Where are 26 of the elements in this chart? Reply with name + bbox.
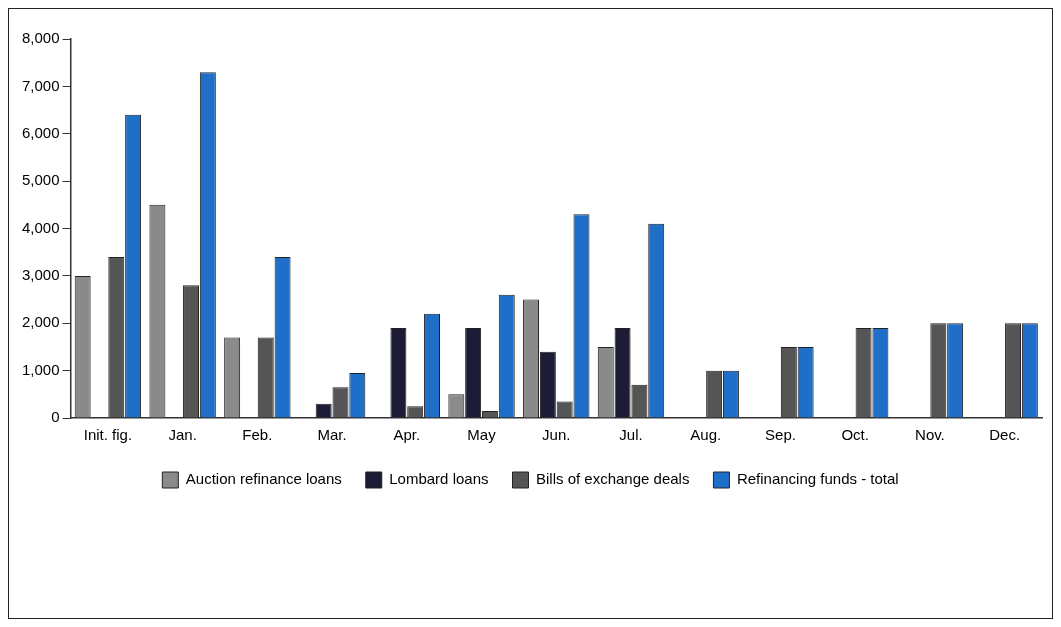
y-tick-label: 8,000 xyxy=(21,29,60,47)
x-tick-label: Jul. xyxy=(619,426,643,444)
x-tick-label: May xyxy=(467,426,497,444)
x-tick-label: Aug. xyxy=(690,426,722,444)
y-tick-label: 6,000 xyxy=(21,123,60,141)
x-tick-label: Nov. xyxy=(915,426,945,444)
x-tick-label: Oct. xyxy=(841,426,869,444)
x-tick-label: Init. fig. xyxy=(83,426,133,444)
legend-label: Refinancing funds - total xyxy=(736,470,899,488)
x-tick-label: Dec. xyxy=(989,426,1021,444)
legend-label: Auction refinance loans xyxy=(185,470,342,488)
x-tick-label: Apr. xyxy=(393,426,421,444)
y-tick-label: 0 xyxy=(51,408,60,426)
legend-label: Lombard loans xyxy=(389,470,489,488)
y-tick-label: 2,000 xyxy=(21,313,60,331)
y-tick-label: 4,000 xyxy=(21,218,60,236)
y-tick-label: 7,000 xyxy=(21,76,60,94)
y-tick-label: 5,000 xyxy=(21,171,60,189)
x-tick-label: Jun. xyxy=(542,426,571,444)
y-tick-label: 3,000 xyxy=(21,266,60,284)
legend-label: Bills of exchange deals xyxy=(535,470,690,488)
x-tick-label: Mar. xyxy=(317,426,347,444)
x-tick-label: Sep. xyxy=(765,426,796,444)
x-tick-label: Jan. xyxy=(168,426,197,444)
y-tick-label: 1,000 xyxy=(21,360,60,378)
x-tick-label: Feb. xyxy=(242,426,273,444)
